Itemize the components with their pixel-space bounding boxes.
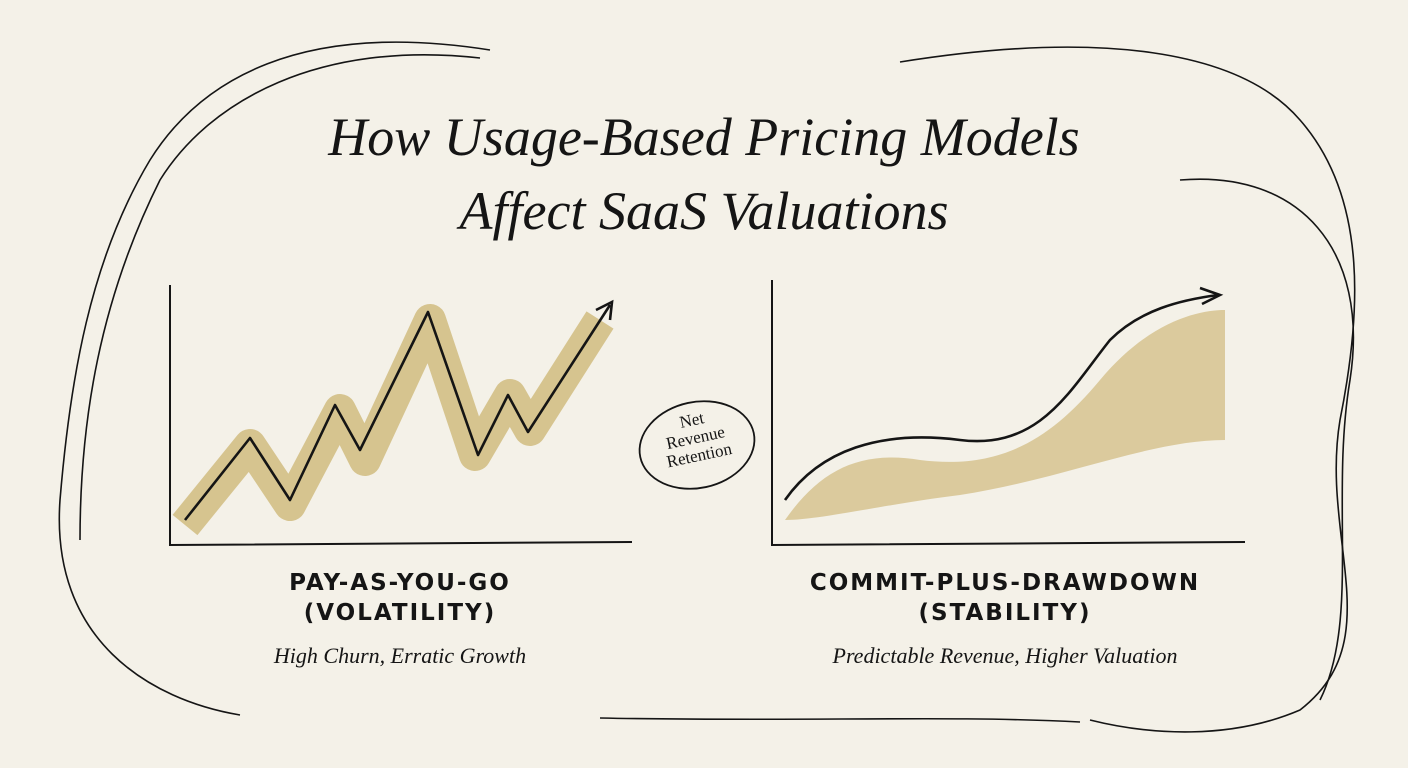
- arrow-icon: [1199, 286, 1224, 306]
- left-caption: High Churn, Erratic Growth: [273, 643, 527, 668]
- decorative-frame: [58, 41, 1356, 733]
- right-label-2: (STABILITY): [918, 600, 1092, 626]
- title-line-2: Affect SaaS Valuations: [459, 181, 949, 241]
- right-label-1: COMMIT-PLUS-DRAWDOWN: [809, 570, 1201, 596]
- page-title: How Usage-Based Pricing Models Affect Sa…: [0, 100, 1408, 248]
- left-wash: [172, 304, 614, 536]
- badge-circle: [638, 400, 756, 490]
- left-line: [183, 304, 612, 521]
- left-label-1: PAY-AS-YOU-GO: [289, 570, 511, 596]
- left-label: PAY-AS-YOU-GO (VOLATILITY): [200, 568, 600, 628]
- right-wash: [785, 310, 1225, 520]
- right-label: COMMIT-PLUS-DRAWDOWN (STABILITY): [780, 568, 1230, 628]
- title-line-1: How Usage-Based Pricing Models: [328, 107, 1080, 167]
- arrow-icon: [595, 299, 614, 321]
- right-chart: [771, 280, 1246, 547]
- right-line: [783, 293, 1219, 501]
- right-axes: [771, 280, 1246, 547]
- left-axes: [169, 285, 633, 547]
- right-caption: Predictable Revenue, Higher Valuation: [832, 643, 1178, 668]
- left-chart: [169, 285, 633, 547]
- left-label-2: (VOLATILITY): [303, 600, 497, 626]
